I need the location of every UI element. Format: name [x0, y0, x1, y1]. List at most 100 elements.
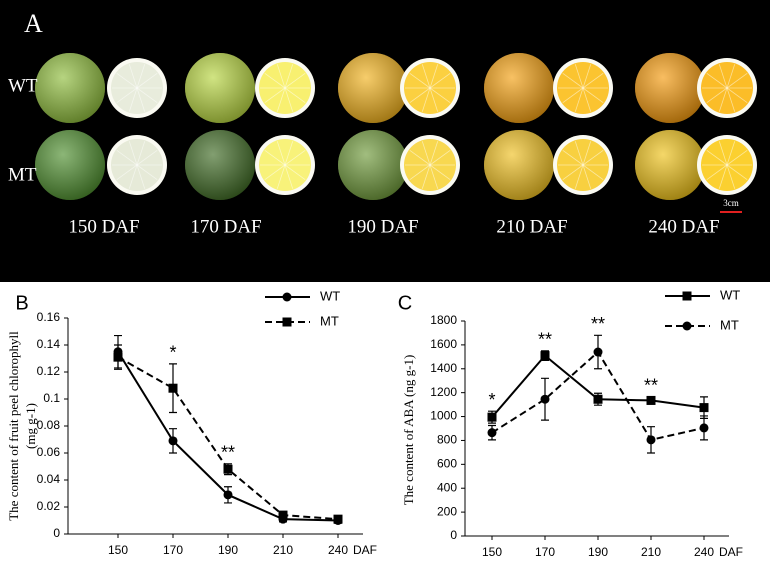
segment-line — [284, 87, 306, 104]
segment-line — [264, 72, 286, 89]
segment-line — [429, 149, 451, 166]
x-tick-label: 170 — [535, 545, 555, 559]
row-label: MT — [8, 164, 37, 185]
y-tick-label: 1000 — [430, 409, 457, 423]
segment-line — [726, 164, 736, 189]
fruit-shade — [338, 130, 408, 200]
segment-line — [276, 87, 286, 112]
significance-label: ** — [644, 376, 658, 396]
marker — [223, 490, 233, 500]
segment-line — [264, 149, 286, 166]
segment-line — [116, 149, 138, 166]
segment-line — [718, 64, 728, 89]
segment-line — [562, 164, 584, 181]
y-tick-label: 800 — [437, 433, 457, 447]
segment-line — [409, 72, 431, 89]
segment-line — [284, 141, 294, 166]
y-tick-label: 0.12 — [37, 364, 61, 378]
x-tick-label: 190 — [588, 545, 608, 559]
fruit-shade — [338, 53, 408, 123]
y-tick-label: 1400 — [430, 361, 457, 375]
segment-line — [574, 164, 584, 189]
segment-line — [136, 141, 146, 166]
segment-line — [136, 87, 158, 104]
segment-line — [582, 64, 592, 89]
y-axis-label: (mg g-1) — [23, 403, 38, 449]
segment-line — [276, 64, 286, 89]
segment-line — [409, 149, 431, 166]
segment-line — [409, 164, 431, 181]
segment-line — [726, 141, 736, 166]
significance-label: * — [488, 390, 495, 410]
segment-line — [574, 87, 584, 112]
legend-label: MT — [720, 317, 739, 332]
panel-label: A — [24, 9, 43, 38]
marker — [223, 464, 233, 474]
y-tick-label: 400 — [437, 480, 457, 494]
segment-line — [421, 164, 431, 189]
fruit-shade — [185, 53, 255, 123]
segment-line — [718, 141, 728, 166]
marker — [487, 412, 497, 422]
x-tick-label: 240 — [694, 545, 714, 559]
segment-line — [582, 164, 604, 181]
panel-label: C — [398, 292, 412, 314]
y-tick-label: 600 — [437, 457, 457, 471]
marker — [682, 291, 692, 301]
segment-line — [409, 87, 431, 104]
fruit-shade — [635, 53, 705, 123]
x-tick-label: 150 — [482, 545, 502, 559]
segment-line — [116, 164, 138, 181]
x-tick-label: 150 — [108, 543, 128, 557]
segment-line — [116, 87, 138, 104]
marker — [168, 436, 178, 446]
segment-line — [726, 149, 748, 166]
segment-line — [276, 164, 286, 189]
segment-line — [136, 164, 146, 189]
stage-label: 150 DAF — [68, 216, 139, 237]
row-label: WT — [8, 75, 38, 96]
segment-line — [429, 141, 439, 166]
segment-line — [421, 141, 431, 166]
segment-line — [429, 72, 451, 89]
segment-line — [582, 87, 604, 104]
segment-line — [582, 87, 592, 112]
segment-line — [562, 87, 584, 104]
x-axis-label: DAF — [719, 545, 743, 559]
segment-line — [128, 141, 138, 166]
segment-line — [284, 64, 294, 89]
y-tick-label: 0 — [53, 526, 60, 540]
segment-line — [706, 149, 728, 166]
marker — [593, 347, 603, 357]
significance-label: ** — [538, 330, 552, 350]
fruit-shade — [35, 53, 105, 123]
segment-line — [582, 149, 604, 166]
significance-label: * — [169, 343, 176, 363]
y-tick-label: 0.16 — [37, 310, 61, 324]
segment-line — [726, 87, 748, 104]
significance-label: ** — [591, 314, 605, 334]
segment-line — [264, 164, 286, 181]
stage-label: 190 DAF — [347, 216, 418, 237]
segment-line — [284, 164, 306, 181]
marker — [646, 435, 656, 445]
segment-line — [706, 87, 728, 104]
segment-line — [136, 149, 158, 166]
marker — [282, 292, 292, 302]
panel-label: B — [15, 292, 28, 314]
segment-line — [726, 72, 748, 89]
stage-label: 240 DAF — [648, 216, 719, 237]
segment-line — [429, 164, 451, 181]
segment-line — [284, 72, 306, 89]
segment-line — [284, 149, 306, 166]
marker — [699, 423, 709, 433]
segment-line — [429, 87, 451, 104]
segment-line — [574, 141, 584, 166]
y-tick-label: 0.08 — [37, 418, 61, 432]
marker — [278, 510, 288, 520]
segment-line — [136, 72, 158, 89]
segment-line — [128, 164, 138, 189]
segment-line — [718, 87, 728, 112]
legend-label: WT — [320, 288, 340, 303]
segment-line — [706, 72, 728, 89]
